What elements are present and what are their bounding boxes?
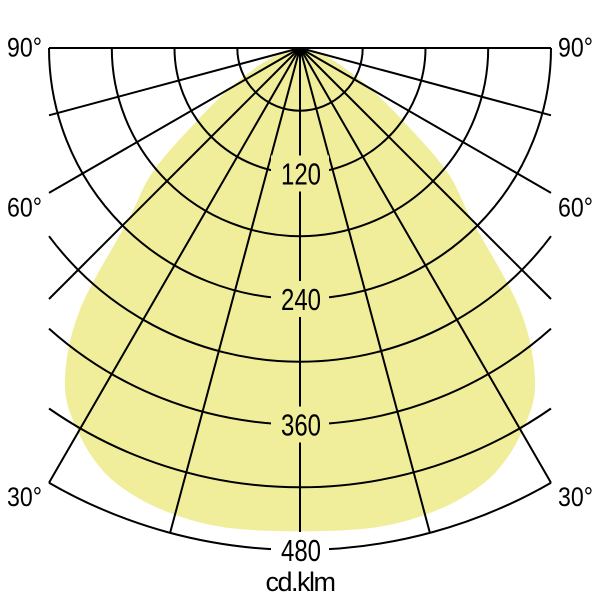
angle-gridline xyxy=(48,47,301,300)
angle-label-60-right: 60° xyxy=(558,192,593,222)
radial-gridarc xyxy=(236,47,364,112)
radial-label-bg xyxy=(271,532,329,568)
radial-label-120: 120 xyxy=(281,157,321,192)
angle-label-30-left: 30° xyxy=(7,482,42,512)
radial-label-240: 240 xyxy=(281,282,321,317)
unit-label: cd.klm xyxy=(265,567,336,597)
angle-label-90-left: 90° xyxy=(7,33,42,63)
radial-label-bg xyxy=(271,406,329,443)
radial-label-360: 360 xyxy=(281,408,321,443)
angle-gridline xyxy=(48,47,301,117)
angle-gridline xyxy=(299,47,552,194)
radial-gridarc xyxy=(48,235,552,363)
radial-gridarc xyxy=(48,407,552,489)
angle-label-30-right: 30° xyxy=(558,482,593,512)
radial-label-bg xyxy=(271,155,329,192)
radial-label-bg xyxy=(271,281,329,317)
radial-label-480: 480 xyxy=(281,533,321,568)
angle-label-90-right: 90° xyxy=(558,33,593,63)
angle-gridline xyxy=(299,47,552,300)
angle-gridline xyxy=(48,47,301,194)
angle-label-60-left: 60° xyxy=(7,192,42,222)
angle-gridline xyxy=(299,47,552,117)
radial-gridarc xyxy=(110,47,490,238)
